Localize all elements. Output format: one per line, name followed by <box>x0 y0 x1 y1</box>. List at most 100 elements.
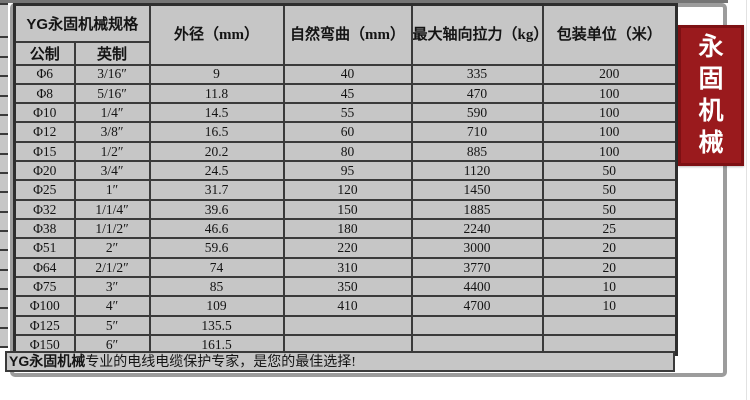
col-header-metric: 公制 <box>13 40 76 66</box>
table-row: Φ15 1/2″ 20.2 80 885 100 <box>13 140 678 163</box>
cell-pack-unit: 10 <box>541 295 678 317</box>
cell-imperial-size: 1″ <box>73 179 151 201</box>
cell-pack-unit: 100 <box>541 140 678 163</box>
table-row: Φ32 1/1/4″ 39.6 150 1885 50 <box>13 198 678 221</box>
photo-right-edge <box>746 0 747 400</box>
cell-max-axial-pull <box>410 334 544 356</box>
cell-metric-size: Φ25 <box>13 179 76 201</box>
cell-max-axial-pull <box>410 314 544 337</box>
cropped-cell <box>0 328 8 348</box>
table-row: Φ38 1/1/2″ 46.6 180 2240 25 <box>13 218 678 240</box>
col-header-pack-unit: 包装单位（米） <box>541 3 678 66</box>
col-header-outer-diameter: 外径（mm） <box>148 3 285 66</box>
cell-max-axial-pull: 590 <box>410 102 544 124</box>
banner-char: 机 <box>698 97 724 125</box>
cell-natural-bend: 220 <box>282 237 413 259</box>
cell-metric-size: Φ8 <box>13 82 76 105</box>
cell-pack-unit: 200 <box>541 63 678 85</box>
spec-table: YG永固机械规格 外径（mm） 自然弯曲（mm） 最大轴向拉力（kg） 包装单位… <box>13 3 679 356</box>
cell-outer-diameter: 31.7 <box>148 179 285 201</box>
cell-natural-bend <box>282 314 413 337</box>
cell-imperial-size: 1/4″ <box>73 102 151 124</box>
cell-max-axial-pull: 3000 <box>410 237 544 259</box>
cell-pack-unit: 10 <box>541 276 678 298</box>
cell-imperial-size: 5/16″ <box>73 82 151 105</box>
table-title-suffix: 规格 <box>108 16 139 33</box>
cell-outer-diameter: 20.2 <box>148 140 285 163</box>
table-row: Φ51 2″ 59.6 220 3000 20 <box>13 237 678 259</box>
cell-imperial-size: 3″ <box>73 276 151 298</box>
cropped-cell <box>0 231 8 252</box>
cell-pack-unit: 50 <box>541 160 678 182</box>
cell-natural-bend: 45 <box>282 82 413 105</box>
cropped-cell <box>0 251 8 271</box>
cell-imperial-size: 2″ <box>73 237 151 259</box>
cell-imperial-size: 5″ <box>73 314 151 337</box>
cell-max-axial-pull: 710 <box>410 121 544 143</box>
cropped-cell <box>0 115 8 136</box>
cropped-cell <box>0 193 8 213</box>
cropped-left-column <box>0 3 8 348</box>
cropped-cell <box>0 212 8 232</box>
cell-max-axial-pull: 2240 <box>410 218 544 240</box>
col-header-imperial: 英制 <box>73 40 151 66</box>
cell-imperial-size: 3/8″ <box>73 121 151 143</box>
cropped-cell <box>0 173 8 194</box>
cell-max-axial-pull: 885 <box>410 140 544 163</box>
cell-max-axial-pull: 1885 <box>410 198 544 221</box>
cell-pack-unit: 25 <box>541 218 678 240</box>
cell-natural-bend: 350 <box>282 276 413 298</box>
cell-metric-size: Φ125 <box>13 314 76 337</box>
cell-outer-diameter: 16.5 <box>148 121 285 143</box>
cell-natural-bend: 410 <box>282 295 413 317</box>
cell-max-axial-pull: 4400 <box>410 276 544 298</box>
table-row: Φ8 5/16″ 11.8 45 470 100 <box>13 82 678 105</box>
cell-metric-size: Φ20 <box>13 160 76 182</box>
cell-imperial-size: 3/4″ <box>73 160 151 182</box>
cell-natural-bend: 60 <box>282 121 413 143</box>
cell-metric-size: Φ32 <box>13 198 76 221</box>
cell-pack-unit: 50 <box>541 179 678 201</box>
cell-outer-diameter: 74 <box>148 256 285 279</box>
cell-pack-unit: 100 <box>541 82 678 105</box>
cell-outer-diameter: 161.5 <box>148 334 285 356</box>
table-row: Φ12 3/8″ 16.5 60 710 100 <box>13 121 678 143</box>
cell-pack-unit: 20 <box>541 237 678 259</box>
cell-natural-bend: 310 <box>282 256 413 279</box>
cell-pack-unit: 100 <box>541 102 678 124</box>
cell-metric-size: Φ15 <box>13 140 76 163</box>
cell-imperial-size: 1/2″ <box>73 140 151 163</box>
photo-top-edge <box>0 0 728 3</box>
table-row: Φ100 4″ 109 410 4700 10 <box>13 295 678 317</box>
cell-metric-size: Φ100 <box>13 295 76 317</box>
cell-pack-unit: 100 <box>541 121 678 143</box>
cell-outer-diameter: 9 <box>148 63 285 85</box>
table-title: YG永固机械规格 <box>13 3 151 43</box>
table-row: Φ75 3″ 85 350 4400 10 <box>13 276 678 298</box>
table-row: Φ20 3/4″ 24.5 95 1120 50 <box>13 160 678 182</box>
cell-outer-diameter: 135.5 <box>148 314 285 337</box>
col-header-max-axial-pull: 最大轴向拉力（kg） <box>410 3 544 66</box>
cell-outer-diameter: 109 <box>148 295 285 317</box>
cell-imperial-size: 6″ <box>73 334 151 356</box>
table-row: Φ10 1/4″ 14.5 55 590 100 <box>13 102 678 124</box>
cropped-cell <box>0 96 8 116</box>
cropped-cell <box>0 309 8 329</box>
cell-natural-bend: 120 <box>282 179 413 201</box>
cropped-cell <box>0 58 8 78</box>
cropped-cell <box>0 135 8 155</box>
cell-outer-diameter: 59.6 <box>148 237 285 259</box>
cell-natural-bend: 95 <box>282 160 413 182</box>
cell-max-axial-pull: 1450 <box>410 179 544 201</box>
cropped-cell <box>0 3 8 38</box>
cell-natural-bend: 40 <box>282 63 413 85</box>
table-row: Φ25 1″ 31.7 120 1450 50 <box>13 179 678 201</box>
cell-max-axial-pull: 3770 <box>410 256 544 279</box>
footer-slogan: YG永固机械专业的电线电缆保护专家，是您的最佳选择! <box>5 351 675 372</box>
cell-metric-size: Φ51 <box>13 237 76 259</box>
cell-metric-size: Φ12 <box>13 121 76 143</box>
cell-natural-bend: 150 <box>282 198 413 221</box>
table-row: Φ150 6″ 161.5 <box>13 334 678 356</box>
cell-max-axial-pull: 470 <box>410 82 544 105</box>
